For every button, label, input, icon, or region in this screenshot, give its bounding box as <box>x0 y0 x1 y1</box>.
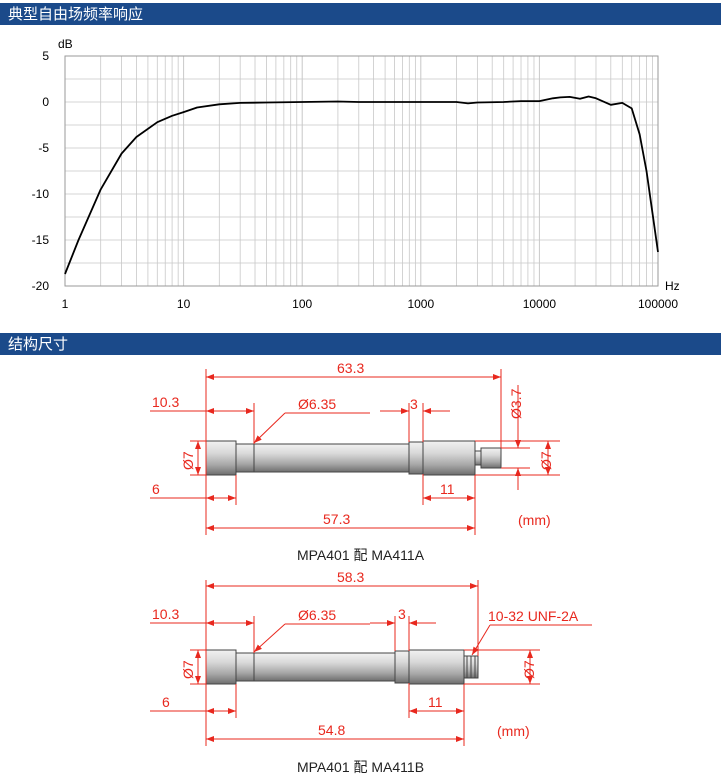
x-tick-label: 1 <box>62 297 69 311</box>
diagram1-caption: MPA401 配 MA411A <box>296 547 425 563</box>
x-tick-label: 10 <box>177 297 191 311</box>
microphone-body <box>205 440 502 476</box>
y-tick-label: -20 <box>32 279 50 293</box>
dimension-diagram-ma411a: 63.3 10.3 Ø6.35 3 6 11 57.3 (mm) Ø3.7 Ø7… <box>150 360 560 535</box>
frequency-response-header: 典型自由场频率响应 <box>0 3 721 25</box>
y-axis-label: dB <box>58 37 73 51</box>
dim-total-length: 58.3 <box>337 569 364 585</box>
dim-groove-width: 3 <box>410 396 418 412</box>
unit-label: (mm) <box>497 723 530 739</box>
dim-body-length: 54.8 <box>318 722 345 738</box>
response-curve <box>64 95 659 275</box>
y-tick-label: 0 <box>42 95 49 109</box>
dimensions-header: 结构尺寸 <box>0 333 721 355</box>
dim-right-short: 11 <box>440 481 455 497</box>
dim-right-diameter: Ø7 <box>538 451 554 470</box>
dim-groove-width: 3 <box>398 606 406 622</box>
unit-label: (mm) <box>518 512 551 528</box>
microphone-body <box>205 649 479 685</box>
y-tick-label: 5 <box>42 49 49 63</box>
dim-body-diameter: Ø6.35 <box>298 607 336 623</box>
dim-cap-length: 10.3 <box>152 606 179 622</box>
dimension-lines <box>150 369 560 535</box>
dimension-diagram-ma411b: 58.3 10.3 Ø6.35 3 10-32 UNF-2A 6 11 54.8… <box>150 569 592 746</box>
x-tick-label: 100 <box>292 297 312 311</box>
frequency-response-chart: 5 0 -5 -10 -15 -20 1 10 100 1000 10000 100000 dB Hz <box>0 26 721 326</box>
y-tick-label: -10 <box>32 187 50 201</box>
dim-cap-length: 10.3 <box>152 394 179 410</box>
x-axis-label: Hz <box>665 279 680 293</box>
dim-connector-diameter: Ø3.7 <box>508 388 524 419</box>
dim-right-diameter: Ø7 <box>521 660 537 679</box>
x-tick-label: 100000 <box>638 297 678 311</box>
diagram2-caption: MPA401 配 MA411B <box>296 759 425 775</box>
dim-left-diameter: Ø7 <box>180 451 196 470</box>
y-tick-label: -5 <box>38 141 49 155</box>
dim-body-diameter: Ø6.35 <box>298 396 336 412</box>
x-tick-label: 10000 <box>523 297 557 311</box>
dim-total-length: 63.3 <box>337 360 364 376</box>
x-tick-label: 1000 <box>407 297 434 311</box>
dim-thread-spec: 10-32 UNF-2A <box>488 608 579 624</box>
dim-right-short: 11 <box>428 694 443 710</box>
dimension-lines <box>150 580 592 746</box>
dim-body-length: 57.3 <box>323 511 350 527</box>
plot-frame <box>64 55 659 287</box>
dim-left-short: 6 <box>162 694 170 710</box>
chart-svg: 5 0 -5 -10 -15 -20 1 10 100 1000 10000 100000 dB Hz <box>32 37 680 311</box>
y-tick-label: -15 <box>32 233 50 247</box>
dim-left-diameter: Ø7 <box>180 660 196 679</box>
dim-left-short: 6 <box>152 481 160 497</box>
